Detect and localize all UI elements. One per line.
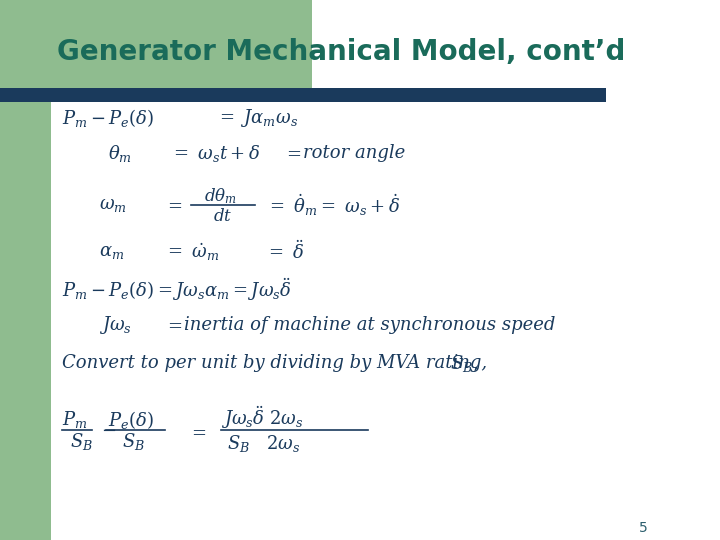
Text: $=$: $=$ <box>283 144 302 162</box>
Text: $= \ \dot{\omega}_m$: $= \ \dot{\omega}_m$ <box>163 241 219 262</box>
Text: 5: 5 <box>639 521 647 535</box>
Text: $P_m - P_e(\delta)$: $P_m - P_e(\delta)$ <box>63 107 155 129</box>
Text: Generator Mechanical Model, cont’d: Generator Mechanical Model, cont’d <box>57 38 626 66</box>
Text: $=$: $=$ <box>163 316 182 334</box>
Text: $=$: $=$ <box>163 196 182 214</box>
Text: $J\omega_s$: $J\omega_s$ <box>99 314 132 336</box>
Text: $J\omega_s\ddot{\delta}\ 2\omega_s$: $J\omega_s\ddot{\delta}\ 2\omega_s$ <box>220 405 303 431</box>
Text: $= \ \omega_s t + \delta$: $= \ \omega_s t + \delta$ <box>170 143 261 164</box>
Text: rotor angle: rotor angle <box>303 144 405 162</box>
Text: $d\theta_m$: $d\theta_m$ <box>204 186 237 206</box>
Text: $S_B$: $S_B$ <box>70 431 93 453</box>
Bar <box>0 90 50 540</box>
Text: inertia of machine at synchronous speed: inertia of machine at synchronous speed <box>184 316 555 334</box>
Text: $P_m - P_e(\delta) = J\omega_s\alpha_m = J\omega_s\ddot{\delta}$: $P_m - P_e(\delta) = J\omega_s\alpha_m =… <box>63 277 292 303</box>
Text: $\omega_m$: $\omega_m$ <box>99 196 127 214</box>
Text: $\alpha_m$: $\alpha_m$ <box>99 243 125 261</box>
Bar <box>0 0 312 90</box>
Text: $= \ \ddot{\delta}$: $= \ \ddot{\delta}$ <box>265 241 305 263</box>
Text: $dt$: $dt$ <box>213 207 233 225</box>
Text: $-$: $-$ <box>101 421 116 439</box>
Text: $S_B$,: $S_B$, <box>450 353 478 374</box>
Bar <box>0 88 606 102</box>
Text: $= \ \dot{\theta}_m = \ \omega_s + \dot{\delta}$: $= \ \dot{\theta}_m = \ \omega_s + \dot{… <box>266 192 400 218</box>
Text: $= \ J\alpha_m\omega_s$: $= \ J\alpha_m\omega_s$ <box>216 107 298 129</box>
Text: $=$: $=$ <box>189 423 207 441</box>
Text: $\theta_m$: $\theta_m$ <box>109 143 132 164</box>
Text: $P_m$: $P_m$ <box>63 409 88 430</box>
Text: $P_e(\delta)$: $P_e(\delta)$ <box>109 409 154 431</box>
Text: $S_B$: $S_B$ <box>122 431 145 453</box>
Text: $S_B \quad 2\omega_s$: $S_B \quad 2\omega_s$ <box>227 433 300 454</box>
Text: Convert to per unit by dividing by MVA rating,: Convert to per unit by dividing by MVA r… <box>63 354 493 372</box>
